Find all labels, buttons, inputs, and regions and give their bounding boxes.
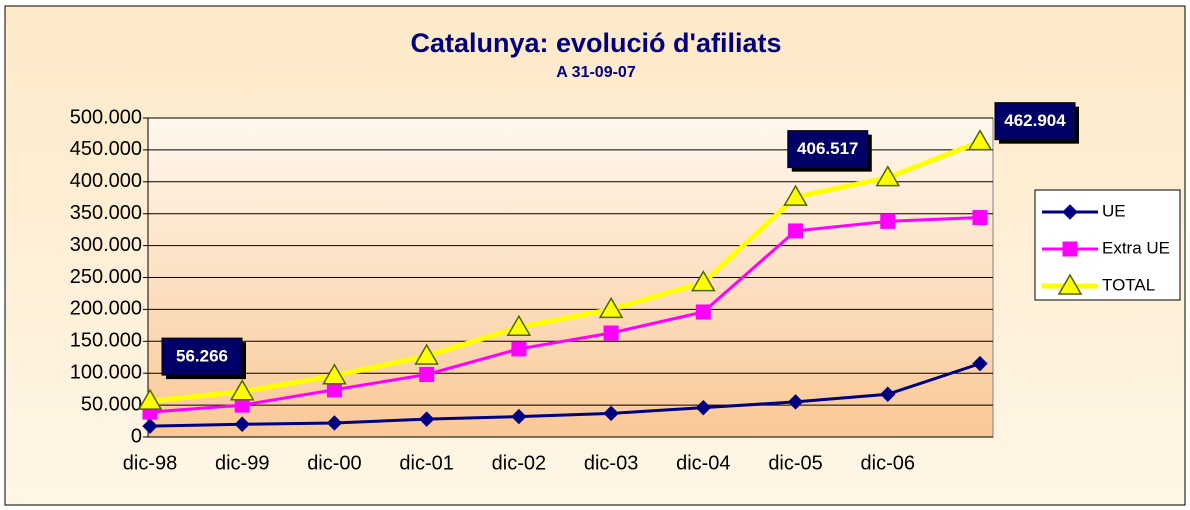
point — [511, 408, 527, 425]
data-label: 462.904 — [1004, 111, 1066, 130]
point — [506, 314, 532, 337]
y-tick-label: 100.000 — [70, 361, 142, 383]
point — [695, 399, 712, 416]
point — [1062, 241, 1078, 257]
y-tick-label: 500.000 — [70, 106, 142, 128]
point — [326, 382, 342, 398]
x-tick-label: dic-04 — [676, 452, 730, 474]
x-tick-label: dic-02 — [492, 452, 546, 474]
point — [788, 223, 804, 239]
x-tick-label: dic-03 — [584, 452, 638, 474]
y-tick-label: 0 — [131, 425, 142, 447]
point — [880, 213, 896, 229]
series-line — [149, 216, 981, 414]
point — [787, 394, 804, 410]
point — [414, 343, 439, 365]
point — [326, 415, 343, 431]
data-label-box — [787, 130, 869, 169]
point — [142, 418, 158, 434]
y-tick-label: 50.000 — [81, 393, 142, 415]
point — [695, 304, 711, 320]
point — [880, 386, 896, 402]
point — [783, 184, 808, 206]
point — [972, 355, 988, 372]
legend-label: Extra UE — [1102, 238, 1170, 257]
x-tick-label: dic-00 — [307, 452, 361, 474]
point — [234, 416, 250, 432]
legend-label: UE — [1102, 201, 1126, 220]
point — [137, 388, 163, 410]
point — [603, 405, 619, 422]
y-tick-label: 350.000 — [70, 202, 142, 224]
point — [603, 325, 619, 341]
chart-subtitle: A 31-09-07 — [556, 64, 636, 81]
y-tick-label: 400.000 — [70, 170, 142, 192]
point — [691, 270, 716, 292]
y-tick-label: 300.000 — [70, 234, 142, 256]
data-label: 406.517 — [797, 139, 858, 158]
point — [418, 411, 435, 427]
y-tick-label: 250.000 — [70, 266, 142, 288]
chart-title: Catalunya: evolució d'afiliats — [410, 28, 781, 58]
legend — [1034, 189, 1181, 301]
legend-label: TOTAL — [1102, 275, 1155, 294]
x-tick-label: dic-01 — [399, 452, 453, 474]
series-line — [149, 362, 981, 428]
point — [875, 165, 901, 187]
point — [511, 341, 527, 357]
y-tick-label: 150.000 — [70, 330, 142, 352]
x-tick-label: dic-05 — [768, 452, 822, 474]
point — [322, 363, 347, 385]
y-tick-label: 450.000 — [70, 138, 142, 160]
data-label-box — [161, 337, 243, 376]
point — [967, 129, 993, 151]
point — [598, 296, 624, 319]
point — [972, 210, 988, 226]
y-tick-label: 200.000 — [70, 298, 142, 320]
x-tick-label: dic-98 — [123, 452, 177, 474]
data-label-box — [994, 102, 1076, 141]
x-tick-label: dic-99 — [215, 452, 269, 474]
point — [419, 366, 435, 382]
point — [1062, 204, 1078, 220]
x-tick-label: dic-06 — [861, 452, 915, 474]
point — [229, 379, 255, 401]
series-line — [149, 139, 981, 404]
data-label: 56.266 — [176, 347, 228, 366]
point — [1057, 273, 1083, 295]
